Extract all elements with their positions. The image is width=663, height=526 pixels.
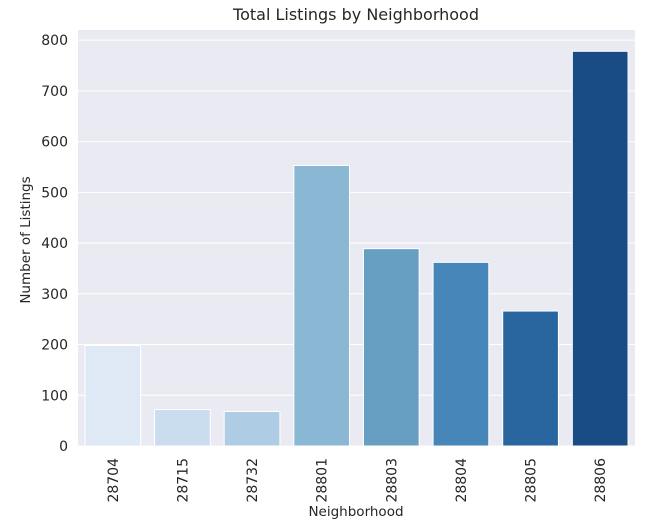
bar-28801 xyxy=(293,164,351,447)
y-tick-label: 100 xyxy=(41,388,68,404)
y-tick-label: 800 xyxy=(41,33,68,49)
x-tick-label: 28801 xyxy=(315,458,331,503)
bars xyxy=(84,50,629,447)
y-axis-label: Number of Listings xyxy=(18,176,34,303)
bar-28732 xyxy=(223,411,281,447)
y-tick-label: 0 xyxy=(59,439,68,455)
x-tick-label: 28704 xyxy=(106,458,122,503)
bar-28803 xyxy=(362,248,420,447)
x-tick-label: 28805 xyxy=(524,458,540,503)
y-tick-label: 400 xyxy=(41,236,68,252)
chart-title: Total Listings by Neighborhood xyxy=(232,5,479,24)
y-tick-label: 300 xyxy=(41,287,68,303)
x-tick-label: 28804 xyxy=(454,458,470,503)
y-tick-label: 600 xyxy=(41,135,68,151)
x-tick-label: 28806 xyxy=(593,458,609,503)
x-axis-label: Neighborhood xyxy=(308,504,403,520)
bar-28805 xyxy=(502,310,559,447)
bar-28704 xyxy=(84,345,142,447)
y-tick-label: 200 xyxy=(41,338,68,354)
y-tick-label: 500 xyxy=(41,185,68,201)
x-tick-label: 28732 xyxy=(245,458,261,503)
y-tick-labels: 0 100 200 300 400 500 600 700 800 xyxy=(41,33,68,455)
x-tick-label: 28803 xyxy=(384,458,400,503)
bar-28806 xyxy=(571,50,629,447)
y-tick-label: 700 xyxy=(41,84,68,100)
x-tick-labels: 28704 28715 28732 28801 28803 28804 28805 28806 xyxy=(106,458,609,503)
bar-28804 xyxy=(432,261,490,447)
x-tick-label: 28715 xyxy=(175,458,191,503)
bar-28715 xyxy=(154,408,211,447)
